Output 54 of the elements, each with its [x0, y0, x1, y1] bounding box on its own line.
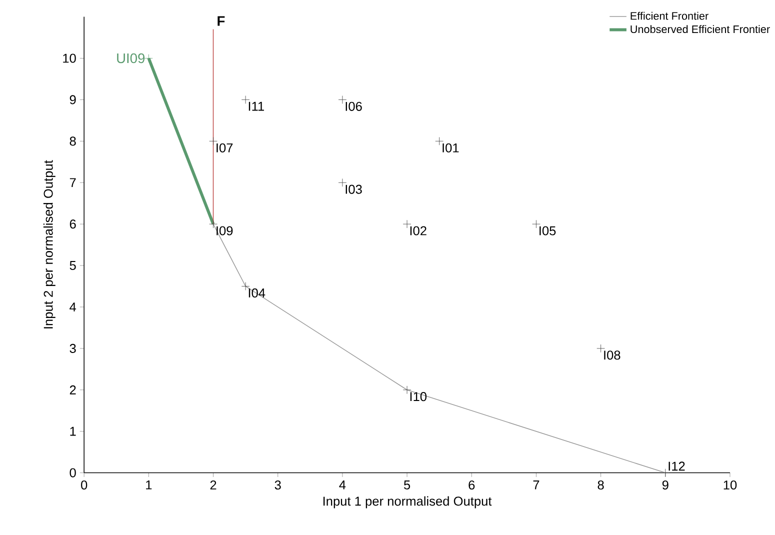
series-label: UI09	[117, 53, 145, 64]
point	[661, 468, 670, 477]
x-axis-title: Input 1 per normalised Output	[323, 496, 492, 508]
x-tick-label: 8	[598, 480, 604, 490]
annotation: I08	[604, 350, 620, 360]
point	[241, 96, 250, 104]
point	[532, 220, 540, 228]
x-tick-label: 2	[210, 480, 216, 490]
annotation: I03	[346, 184, 362, 194]
point	[209, 220, 218, 228]
y-tick-label: 0	[70, 468, 76, 478]
point	[209, 136, 218, 146]
annotation: I01	[442, 143, 459, 152]
x-tick-label: 1	[146, 480, 152, 490]
y-tick-label: 9	[70, 95, 76, 104]
point	[144, 54, 153, 62]
point	[338, 96, 347, 104]
annotation: I04	[248, 288, 266, 298]
line-series	[212, 224, 666, 474]
point	[241, 282, 250, 290]
y-tick-label: 4	[70, 302, 76, 312]
y-tick-label: 2	[70, 385, 76, 394]
annotation: I07	[216, 143, 233, 152]
y-axis-title: Input 2 per normalised Output	[43, 160, 56, 328]
y-tick-label: 8	[70, 136, 76, 146]
annotation: I12	[668, 462, 685, 471]
x-tick-label: 6	[468, 480, 475, 490]
y-tick-label: 6	[70, 219, 76, 229]
annotation: I10	[410, 392, 427, 402]
annotation: I02	[410, 226, 426, 236]
annotation: I09	[216, 226, 233, 236]
annotation: I05	[540, 226, 556, 236]
point	[596, 344, 605, 353]
y-tick-label: 1	[70, 426, 76, 436]
x-tick-label: 0	[81, 480, 88, 490]
x-tick-label: 9	[662, 480, 668, 490]
x-tick-label: 5	[404, 480, 410, 490]
annotation: I06	[346, 102, 362, 111]
y-tick-label: 5	[70, 261, 76, 270]
annotation: I11	[248, 102, 264, 111]
legend-label: Unobserved Efficient Frontier	[630, 25, 770, 34]
x-tick-label: 7	[533, 480, 540, 490]
point	[402, 220, 412, 228]
y-tick-label: 3	[70, 344, 76, 353]
point	[338, 178, 347, 187]
y-tick-label: 10	[63, 54, 76, 63]
x-tick-label: 3	[274, 480, 281, 490]
x-tick-label: 10	[724, 480, 737, 490]
point	[402, 386, 412, 394]
legend-label: Efficient Frontier	[630, 12, 708, 20]
point	[435, 136, 444, 146]
y-tick-label: 7	[70, 178, 76, 187]
x-tick-label: 4	[339, 480, 346, 490]
series-label: F	[218, 16, 225, 26]
